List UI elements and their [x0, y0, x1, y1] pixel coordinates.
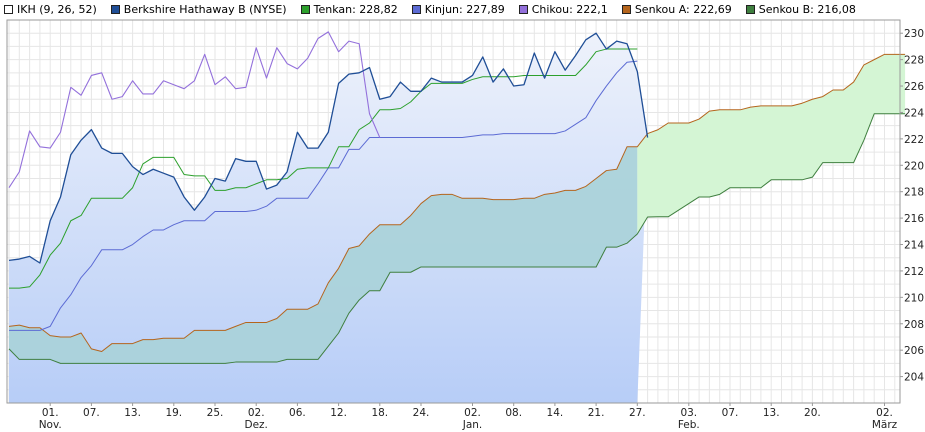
legend-item-senkou-a: Senkou A: 222,69 [621, 2, 732, 16]
x-tick-day: 02. [876, 407, 893, 419]
x-tick-day: 18. [371, 407, 388, 419]
legend-swatch-senkou-b [745, 4, 755, 14]
x-tick-day: 13. [124, 407, 141, 419]
x-tick-day: 13. [763, 407, 780, 419]
x-tick-day: 07. [722, 407, 739, 419]
x-tick-day: 27. [629, 407, 646, 419]
y-tick-label: 216 [904, 213, 924, 225]
y-axis-ticks: 204 206 208 210 212 214 216 218 220 222 224 226 228 2… [900, 28, 924, 384]
legend-swatch-senkou-a [621, 4, 631, 14]
legend-item-chikou: Chikou: 222,1 [518, 2, 608, 16]
y-tick-label: 214 [904, 240, 924, 252]
senkou-a-line [8, 53, 906, 352]
x-tick-day: 08. [505, 407, 522, 419]
kinjun-line [9, 60, 638, 331]
x-tick-day: 24. [413, 407, 430, 419]
price-line [8, 32, 649, 264]
x-tick-month: Nov. [39, 419, 62, 431]
legend-swatch-kinjun [411, 4, 421, 14]
y-tick-label: 230 [904, 28, 924, 40]
price-area [9, 33, 648, 403]
x-tick-day: 07. [83, 407, 100, 419]
x-tick-day: 21. [588, 407, 605, 419]
x-tick-month: Feb. [678, 419, 700, 431]
senkou-b-line [8, 113, 906, 364]
y-tick-label: 220 [904, 160, 924, 172]
legend-item-price: Berkshire Hathaway B (NYSE) [110, 2, 287, 16]
y-tick-label: 218 [904, 187, 924, 199]
y-tick-label: 208 [904, 319, 924, 331]
x-tick-day: 02. [248, 407, 265, 419]
y-tick-label: 224 [904, 107, 924, 119]
x-tick-day: 14. [547, 407, 564, 419]
x-tick-day: 20. [804, 407, 821, 419]
y-tick-label: 210 [904, 292, 924, 304]
x-tick-day: 02. [464, 407, 481, 419]
cloud-area-past [9, 146, 638, 364]
legend-swatch-ikh [4, 4, 13, 14]
chart-legend: IKH (9, 26, 52) Berkshire Hathaway B (NY… [4, 1, 870, 17]
chikou-line [8, 31, 381, 189]
legend-item-ikh: IKH (9, 26, 52) [4, 3, 97, 16]
cloud-area-future [637, 54, 906, 234]
legend-label-senkou-b: Senkou B: 216,08 [758, 2, 856, 16]
x-tick-month: Dez. [244, 419, 267, 431]
legend-label-price: Berkshire Hathaway B (NYSE) [123, 2, 287, 16]
x-tick-day: 12. [330, 407, 347, 419]
plot-frame [6, 19, 901, 404]
x-tick-month: März [872, 419, 898, 431]
legend-label-senkou-a: Senkou A: 222,69 [634, 2, 732, 16]
legend-swatch-tenkan [300, 4, 310, 14]
y-tick-label: 204 [904, 372, 924, 384]
legend-label-ikh: IKH (9, 26, 52) [17, 2, 97, 16]
y-tick-label: 212 [904, 266, 924, 278]
legend-swatch-chikou [518, 4, 528, 14]
legend-label-kinjun: Kinjun: 227,89 [424, 2, 505, 16]
x-tick-month: Jan. [462, 419, 483, 431]
x-tick-day: 01. [42, 407, 59, 419]
x-tick-day: 06. [289, 407, 306, 419]
legend-label-tenkan: Tenkan: 228,82 [313, 2, 398, 16]
series-lines [8, 31, 906, 364]
y-tick-label: 226 [904, 81, 924, 93]
x-tick-day: 19. [165, 407, 182, 419]
area-fills [9, 33, 906, 403]
legend-item-kinjun: Kinjun: 227,89 [411, 2, 505, 16]
y-tick-label: 228 [904, 55, 924, 67]
x-tick-day: 25. [207, 407, 224, 419]
y-tick-label: 222 [904, 134, 924, 146]
legend-swatch-price [110, 4, 120, 14]
y-tick-label: 206 [904, 345, 924, 357]
tenkan-line [9, 48, 638, 289]
x-tick-day: 03. [680, 407, 697, 419]
legend-item-senkou-b: Senkou B: 216,08 [745, 2, 856, 16]
legend-label-chikou: Chikou: 222,1 [531, 2, 608, 16]
legend-item-tenkan: Tenkan: 228,82 [300, 2, 398, 16]
x-axis-ticks: 01.Nov.07. 13. 19. 25. 02.Dez.06. 12. 18. 24. 02… [39, 403, 898, 431]
